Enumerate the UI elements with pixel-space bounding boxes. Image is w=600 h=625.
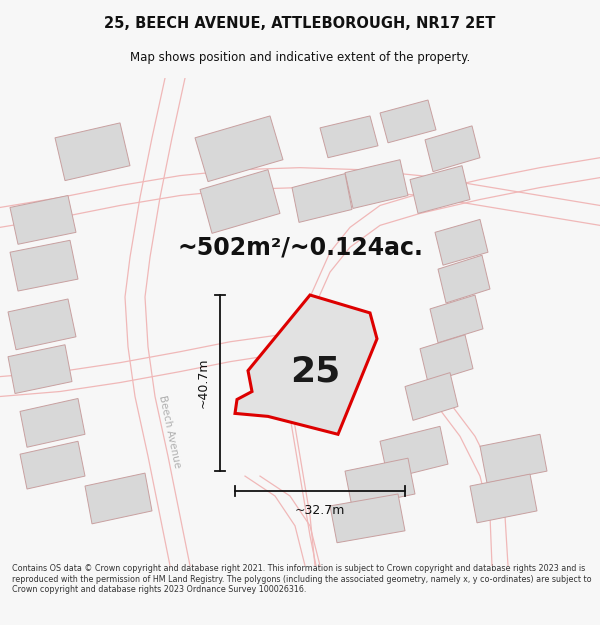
Polygon shape (405, 372, 458, 421)
Polygon shape (425, 126, 480, 172)
Polygon shape (235, 295, 377, 434)
Text: ~502m²/~0.124ac.: ~502m²/~0.124ac. (177, 235, 423, 259)
Polygon shape (85, 473, 152, 524)
Polygon shape (55, 123, 130, 181)
Polygon shape (292, 174, 352, 222)
Polygon shape (345, 160, 408, 209)
Polygon shape (330, 494, 405, 542)
Polygon shape (200, 169, 280, 233)
Polygon shape (435, 219, 488, 265)
Polygon shape (10, 196, 76, 244)
Polygon shape (430, 295, 483, 343)
Polygon shape (20, 441, 85, 489)
Polygon shape (480, 434, 547, 483)
Polygon shape (10, 240, 78, 291)
Text: Map shows position and indicative extent of the property.: Map shows position and indicative extent… (130, 51, 470, 64)
Polygon shape (195, 116, 283, 182)
Polygon shape (8, 299, 76, 350)
Polygon shape (380, 426, 448, 479)
Text: ~40.7m: ~40.7m (197, 357, 210, 408)
Polygon shape (438, 255, 490, 303)
Polygon shape (320, 116, 378, 158)
Polygon shape (20, 399, 85, 448)
Polygon shape (8, 345, 72, 394)
Polygon shape (345, 458, 415, 507)
Polygon shape (420, 335, 473, 382)
Text: Contains OS data © Crown copyright and database right 2021. This information is : Contains OS data © Crown copyright and d… (12, 564, 592, 594)
Polygon shape (410, 166, 470, 213)
Polygon shape (380, 100, 436, 142)
Text: 25, BEECH AVENUE, ATTLEBOROUGH, NR17 2ET: 25, BEECH AVENUE, ATTLEBOROUGH, NR17 2ET (104, 16, 496, 31)
Polygon shape (470, 474, 537, 523)
Text: 25: 25 (290, 354, 340, 389)
Text: ~32.7m: ~32.7m (295, 504, 345, 517)
Text: Beech Avenue: Beech Avenue (157, 394, 182, 469)
